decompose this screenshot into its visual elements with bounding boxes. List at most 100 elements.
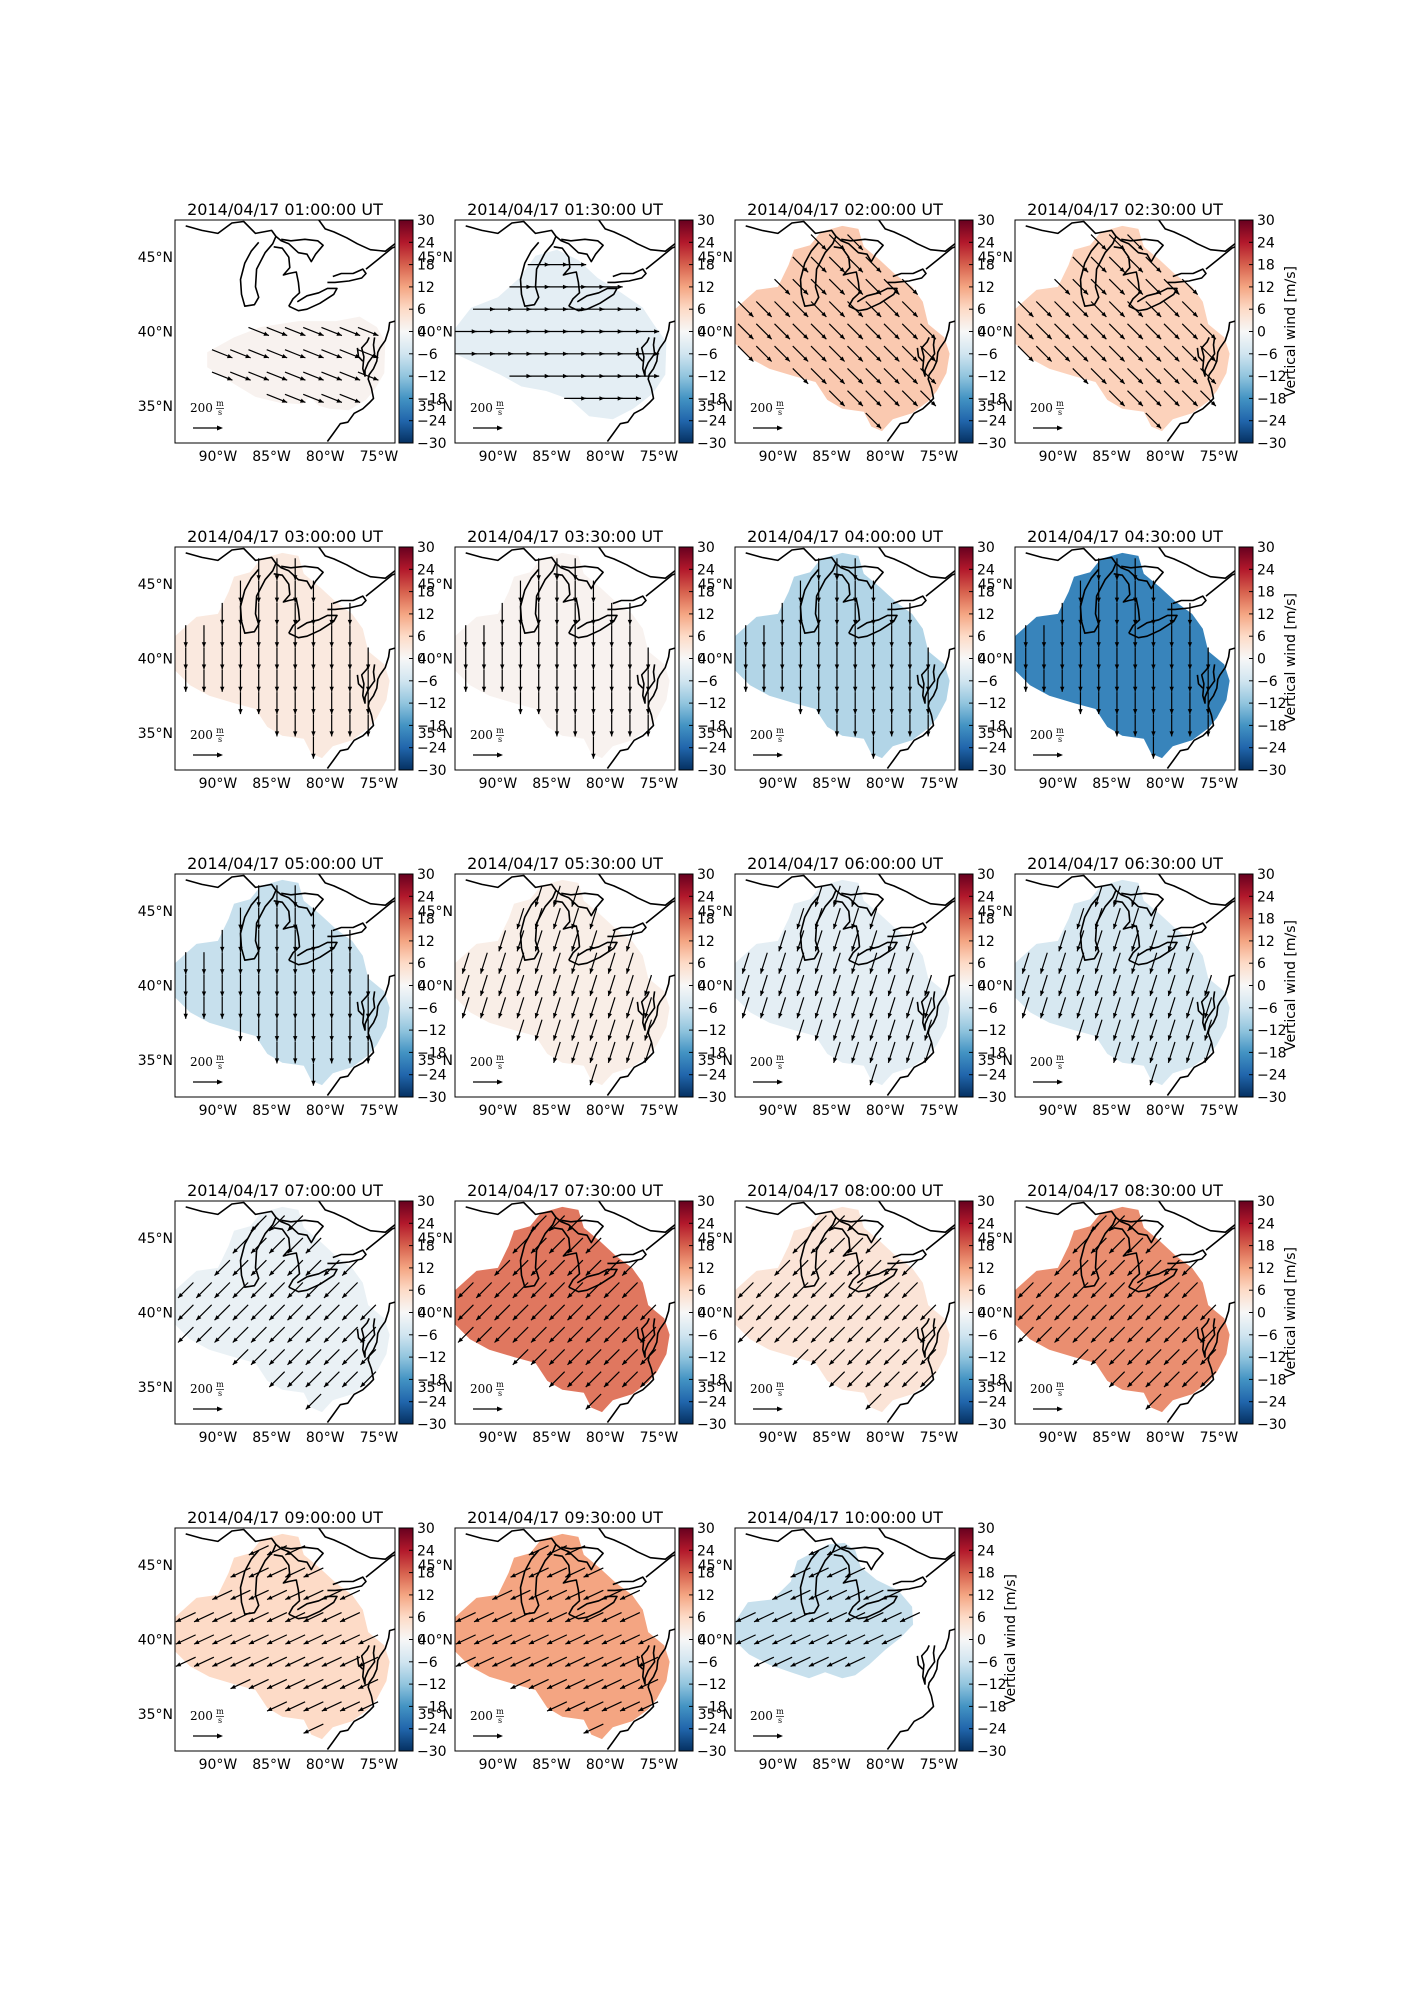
wind-arrow <box>796 930 805 952</box>
wind-arrow <box>755 1304 773 1321</box>
wind-arrow <box>865 1393 882 1410</box>
lat-label: 40°N <box>138 979 173 995</box>
wind-arrow <box>266 1678 288 1690</box>
scale-arrow: 200 ms <box>750 726 784 758</box>
coastline <box>920 991 936 1031</box>
colorbar-tick-label: 24 <box>977 1216 995 1232</box>
wind-arrow <box>609 714 614 737</box>
wind-arrow <box>311 1041 316 1064</box>
wind-arrow <box>826 1612 848 1623</box>
wind-arrow <box>814 907 823 930</box>
wind-arrow <box>761 647 767 670</box>
wind-arrow <box>554 602 560 625</box>
wind-arrow <box>1127 1282 1144 1299</box>
wind-arrow <box>814 885 823 907</box>
wind-arrow <box>1108 278 1126 296</box>
wind-arrow <box>798 580 803 603</box>
colorbar-tick-label: −18 <box>697 718 727 734</box>
lon-label: 85°W <box>812 449 851 465</box>
wind-arrow <box>845 1567 866 1578</box>
wind-arrow <box>256 1019 261 1042</box>
colorbar-tick-label: −18 <box>697 1699 727 1715</box>
wind-arrow <box>603 1371 620 1388</box>
wind-arrow <box>798 602 803 625</box>
wind-arrow <box>780 669 785 692</box>
wind-arrow <box>480 997 488 1019</box>
wind-arrow <box>790 1612 811 1623</box>
wind-arrow <box>1090 234 1107 251</box>
wind-arrow <box>583 1723 604 1734</box>
lat-label: 35°N <box>698 399 733 415</box>
wind-arrow <box>1054 345 1071 362</box>
wind-region <box>735 1206 950 1413</box>
wind-arrow <box>1163 1259 1180 1277</box>
wind-arrow <box>1163 1282 1180 1299</box>
wind-arrow <box>609 625 614 648</box>
scale-value: 200 <box>470 1055 493 1069</box>
wind-arrow <box>1021 952 1030 974</box>
wind-arrow <box>321 393 343 404</box>
wind-arrow <box>889 625 894 648</box>
wind-arrow <box>238 647 243 670</box>
scale-value: 200 <box>1030 1382 1053 1396</box>
wind-arrow <box>536 602 541 625</box>
lat-label: 35°N <box>138 1053 173 1069</box>
lon-label: 80°W <box>866 1103 905 1119</box>
colorbar-tick-label: 12 <box>697 1261 715 1277</box>
wind-arrow <box>250 1237 267 1254</box>
colorbar-tick-label: −12 <box>697 369 727 385</box>
lat-label: 35°N <box>698 726 733 742</box>
wind-arrow <box>546 1701 568 1712</box>
coastline <box>365 1554 395 1578</box>
wind-arrow <box>847 1237 864 1254</box>
colorbar-tick-label: 0 <box>697 1306 706 1322</box>
lon-label: 85°W <box>1092 1103 1131 1119</box>
wind-arrow <box>1151 692 1156 715</box>
wind-arrow <box>329 929 334 952</box>
wind-arrow <box>871 736 876 759</box>
wind-arrow <box>518 669 523 692</box>
colorbar-tick-label: −12 <box>417 1023 447 1039</box>
wind-arrow <box>292 714 298 737</box>
wind-arrow <box>1181 390 1199 407</box>
coastline <box>1128 1268 1178 1293</box>
wind-arrow <box>1108 390 1126 407</box>
colorbar-tick-label: −30 <box>417 1744 447 1760</box>
wind-arrow <box>492 1612 513 1623</box>
wind-arrow <box>285 1612 306 1623</box>
colorbar-tick-label: −6 <box>1257 674 1278 690</box>
wind-arrow <box>195 1326 213 1343</box>
wind-arrow <box>1114 558 1120 581</box>
wind-arrow <box>274 974 280 997</box>
wind-arrow <box>845 1656 866 1667</box>
wind-arrow <box>565 1567 586 1578</box>
wind-arrow <box>1204 997 1213 1019</box>
lon-label: 80°W <box>1146 776 1185 792</box>
wind-arrow <box>1151 714 1156 737</box>
wind-arrow <box>1127 301 1144 318</box>
colorbar-tick-label: −24 <box>417 1395 447 1411</box>
coastline <box>553 573 581 634</box>
wind-arrow <box>230 1634 251 1645</box>
wind-arrow <box>211 371 233 381</box>
wind-arrow <box>1072 256 1089 273</box>
coastline <box>606 1628 675 1750</box>
wind-arrow <box>834 558 840 581</box>
wind-arrow <box>851 952 860 974</box>
colorbar-tick-label: −24 <box>1257 414 1287 430</box>
wind-arrow <box>1131 1019 1140 1041</box>
colorbar-tick-label: −6 <box>977 347 998 363</box>
wind-arrow <box>365 692 371 715</box>
wind-arrow <box>268 1282 286 1299</box>
wind-arrow <box>883 301 900 318</box>
colorbar-tick-label: 12 <box>417 1588 435 1604</box>
wind-arrow <box>585 1348 602 1366</box>
wind-arrow <box>920 367 937 385</box>
wind-arrow <box>925 647 931 670</box>
wind-arrow <box>627 714 633 737</box>
wind-arrow <box>1090 256 1107 273</box>
wind-arrow <box>571 997 580 1019</box>
panel-title: 2014/04/17 01:30:00 UT <box>467 200 663 219</box>
colorbar-tick-label: 18 <box>1257 258 1275 274</box>
scale-unit-den: s <box>1058 1062 1062 1071</box>
